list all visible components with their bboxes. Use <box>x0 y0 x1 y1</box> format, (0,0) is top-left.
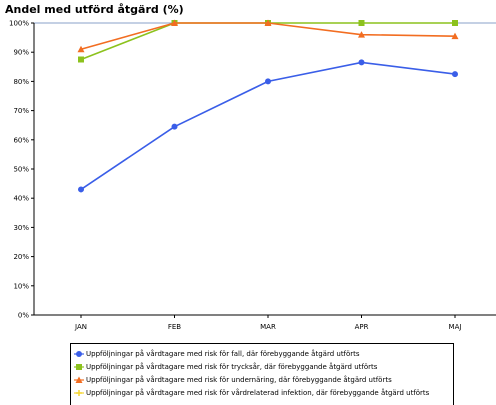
y-tick-label: 50% <box>13 166 29 174</box>
data-point <box>76 350 82 357</box>
data-point <box>171 123 178 130</box>
x-tick-label: JAN <box>74 323 87 331</box>
legend-label: Uppföljningar på vårdtagare med risk för… <box>86 388 430 397</box>
y-tick-label: 80% <box>13 78 29 86</box>
legend-label: Uppföljningar på vårdtagare med risk för… <box>86 349 360 358</box>
legend-swatch <box>74 376 84 383</box>
x-tick-label: APR <box>355 323 369 331</box>
x-tick-label: MAJ <box>449 323 462 331</box>
legend-item: Uppföljningar på vårdtagare med risk för… <box>74 386 453 399</box>
legend-label: Uppföljningar på vårdtagare med risk för… <box>86 375 392 384</box>
series-2 <box>78 20 458 63</box>
chart-legend: Uppföljningar på vårdtagare med risk för… <box>70 343 454 405</box>
data-point <box>78 186 84 193</box>
y-tick-label: 60% <box>13 136 29 144</box>
series-line <box>80 22 456 51</box>
data-point <box>452 71 458 78</box>
chart-axes <box>33 22 496 316</box>
line-chart: 0% 10% 20% 30% 40% 50% 60% 70% 80% 90% 100% JAN FEB… <box>9 19 496 331</box>
y-tick-label: 20% <box>13 253 29 261</box>
data-point <box>76 363 82 370</box>
series-layer <box>77 19 459 193</box>
y-axis-ticks: 0% 10% 20% 30% 40% 50% 60% 70% 80% 90% 100% <box>9 20 34 320</box>
data-point <box>76 389 82 396</box>
x-tick-label: MAR <box>260 323 276 331</box>
legend-item: Uppföljningar på vårdtagare med risk för… <box>74 360 453 373</box>
data-point <box>451 32 459 40</box>
legend-swatch <box>74 389 84 396</box>
x-tick-label: FEB <box>168 323 181 331</box>
data-point <box>77 45 85 53</box>
series-3 <box>77 19 459 53</box>
series-1 <box>78 59 458 193</box>
y-tick-label: 30% <box>13 224 29 232</box>
data-point <box>75 376 83 383</box>
data-point <box>264 19 272 26</box>
y-tick-label: 40% <box>13 195 29 203</box>
series-line <box>80 22 455 61</box>
legend-label: Uppföljningar på vårdtagare med risk för… <box>86 362 378 371</box>
data-point <box>358 31 365 38</box>
data-point <box>358 20 365 26</box>
y-tick-label: 90% <box>13 49 29 57</box>
chart-title: Andel med utförd åtgärd (%) <box>5 3 184 16</box>
data-point <box>452 20 458 26</box>
y-tick-label: 70% <box>13 107 29 115</box>
y-tick-label: 100% <box>9 20 29 28</box>
legend-swatch <box>74 350 84 357</box>
legend-swatch <box>74 363 84 370</box>
y-tick-label: 0% <box>18 312 29 320</box>
data-point <box>265 78 271 85</box>
x-axis-ticks: JAN FEB MAR APR MAJ <box>74 315 461 331</box>
legend-item: Uppföljningar på vårdtagare med risk för… <box>74 347 453 360</box>
y-tick-label: 10% <box>13 282 29 290</box>
data-point <box>358 59 365 66</box>
legend-item: Uppföljningar på vårdtagare med risk för… <box>74 373 453 386</box>
data-point <box>78 56 84 63</box>
data-point <box>171 19 178 26</box>
